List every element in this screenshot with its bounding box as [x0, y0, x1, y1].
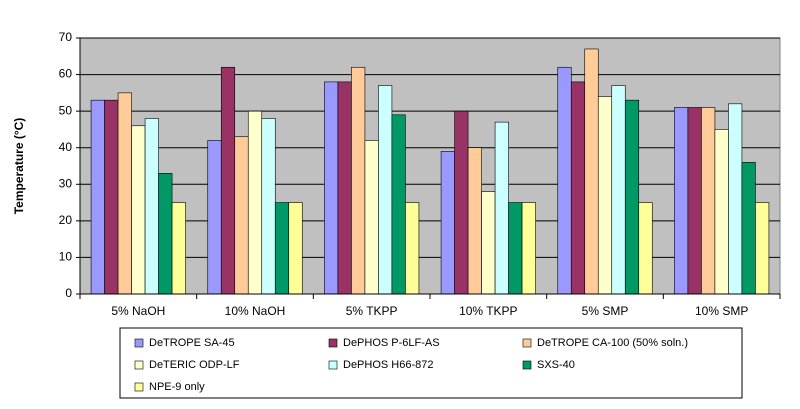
bar: [131, 125, 146, 295]
bar: [324, 81, 339, 295]
bar: [584, 48, 599, 295]
y-tick-label: 60: [59, 67, 73, 81]
bar: [158, 173, 173, 295]
bar: [701, 107, 716, 295]
bar: [674, 107, 689, 295]
legend-label: DePHOS P-6LF-AS: [343, 337, 440, 349]
bar: [391, 114, 406, 295]
x-tick-label: 10% NaOH: [225, 304, 286, 318]
plot-area: [79, 37, 781, 295]
y-tick-label: 50: [59, 103, 73, 117]
bar: [378, 85, 393, 295]
legend-swatch: [522, 338, 532, 348]
bar: [687, 107, 702, 295]
bar: [337, 81, 352, 295]
bar: [597, 96, 613, 295]
bar: [481, 191, 496, 295]
bar: [405, 202, 420, 295]
bar: [104, 99, 119, 295]
bar: [494, 121, 509, 295]
bar: [521, 202, 536, 295]
x-tick-label: 10% TKPP: [459, 304, 517, 318]
legend-swatch: [134, 382, 144, 392]
bar: [755, 202, 770, 295]
bar: [261, 118, 276, 295]
legend-label: NPE-9 only: [149, 381, 205, 393]
bar: [117, 92, 132, 295]
y-tick-label: 70: [59, 30, 73, 44]
bar: [714, 129, 729, 295]
y-tick-label: 20: [59, 213, 73, 227]
legend-swatch: [328, 338, 338, 348]
y-tick-label: 30: [59, 176, 73, 190]
legend-swatch: [134, 338, 144, 348]
bar: [467, 147, 482, 295]
bar: [90, 99, 105, 295]
bar: [171, 202, 186, 295]
bar: [207, 140, 222, 295]
legend-swatch: [134, 360, 144, 370]
legend-label: DeTROPE CA-100 (50% soln.): [537, 337, 688, 349]
bar: [557, 66, 572, 295]
bar: [220, 66, 236, 295]
legend-swatch: [522, 360, 532, 370]
x-tick-label: 10% SMP: [695, 304, 748, 318]
legend-label: SXS-40: [537, 359, 575, 371]
bar: [144, 118, 159, 295]
y-axis-label: Temperature (°C): [12, 118, 26, 215]
bar: [728, 103, 743, 295]
bar: [454, 110, 469, 295]
bar: [570, 81, 586, 295]
bar: [508, 202, 523, 295]
bar: [638, 202, 653, 295]
bar: [288, 202, 303, 295]
bar: [247, 110, 263, 295]
bar: [364, 140, 379, 295]
x-tick-label: 5% TKPP: [346, 304, 398, 318]
bar: [351, 66, 366, 295]
legend-label: DeTROPE SA-45: [149, 337, 235, 349]
y-tick-label: 0: [65, 286, 72, 300]
x-tick-label: 5% NaOH: [111, 304, 165, 318]
legend-label: DePHOS H66-872: [343, 359, 434, 371]
x-tick-label: 5% SMP: [582, 304, 629, 318]
y-tick-label: 10: [59, 250, 73, 264]
bar: [440, 151, 455, 295]
legend-label: DeTERIC ODP-LF: [149, 359, 240, 371]
legend-swatch: [328, 360, 338, 370]
y-tick-label: 40: [59, 140, 73, 154]
bar: [741, 162, 756, 295]
legend-box: [119, 327, 743, 399]
bar: [274, 202, 290, 295]
bar: [234, 136, 249, 295]
bar: [624, 99, 640, 295]
bar: [611, 85, 626, 295]
